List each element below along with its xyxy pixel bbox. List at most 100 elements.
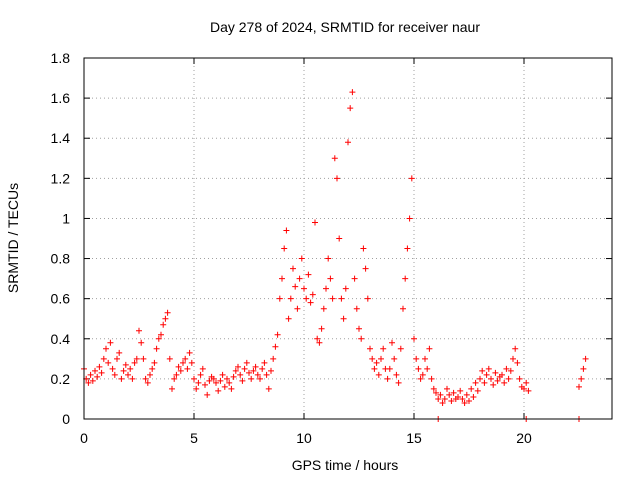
data-point — [375, 371, 382, 378]
data-point — [155, 335, 162, 342]
data-point — [177, 367, 184, 374]
data-point — [235, 363, 241, 370]
data-point — [175, 363, 182, 370]
data-point — [439, 399, 446, 406]
data-point — [257, 375, 263, 382]
data-point — [384, 375, 391, 382]
data-point — [369, 355, 376, 362]
data-point — [393, 371, 400, 378]
x-tick-label: 10 — [296, 430, 312, 446]
data-point — [114, 355, 120, 362]
data-point — [437, 391, 444, 398]
data-point — [248, 375, 255, 382]
data-point — [428, 375, 435, 382]
data-point — [252, 363, 259, 370]
data-point — [292, 283, 299, 290]
data-point — [318, 325, 325, 332]
data-point — [254, 371, 261, 378]
data-point — [327, 275, 334, 282]
data-point — [215, 387, 222, 394]
x-tick-label: 5 — [190, 430, 198, 446]
x-tick-label: 15 — [406, 430, 422, 446]
data-point — [142, 375, 149, 382]
data-point — [182, 355, 189, 362]
data-point — [298, 255, 305, 262]
data-point — [199, 365, 206, 372]
data-point — [499, 371, 505, 378]
data-point — [92, 367, 98, 374]
data-point — [250, 367, 257, 374]
data-point — [144, 379, 151, 386]
data-point — [578, 375, 585, 382]
axis-ticks: 0 0.2 0.4 0.6 0.8 1 1.2 1.4 1.6 1.8 0 5 10 15 20 — [51, 50, 612, 446]
data-point — [136, 327, 142, 334]
data-point — [98, 369, 105, 376]
data-point — [331, 155, 338, 162]
data-point — [490, 381, 497, 388]
data-point — [580, 365, 587, 372]
data-point — [430, 385, 437, 392]
data-point — [94, 373, 101, 380]
data-point — [276, 295, 283, 302]
data-point — [373, 359, 380, 366]
y-tick-label: 0.4 — [51, 331, 71, 347]
y-tick-label: 1.2 — [51, 170, 71, 186]
data-point — [232, 367, 239, 374]
data-point — [259, 365, 266, 372]
data-point — [380, 345, 387, 352]
data-point — [525, 387, 532, 394]
data-point — [336, 235, 343, 242]
data-point — [153, 345, 160, 352]
y-tick-label: 1.4 — [51, 130, 71, 146]
data-point — [158, 331, 164, 338]
data-point — [87, 371, 94, 378]
chart-title: Day 278 of 2024, SRMTID for receiver nau… — [210, 19, 480, 35]
data-point — [226, 379, 233, 386]
data-point — [408, 175, 415, 182]
data-point — [230, 373, 237, 380]
data-point — [166, 355, 173, 362]
data-point — [342, 285, 349, 292]
data-point — [202, 381, 208, 388]
data-point — [118, 375, 125, 382]
data-point — [263, 371, 270, 378]
data-point — [426, 345, 433, 352]
data-point — [210, 375, 217, 382]
data-point — [100, 355, 107, 362]
data-point — [402, 275, 409, 282]
data-point — [125, 371, 131, 378]
data-point — [140, 355, 147, 362]
data-point — [351, 275, 358, 282]
data-point — [419, 371, 426, 378]
data-point — [503, 365, 510, 372]
data-point — [103, 345, 109, 352]
data-point — [415, 365, 422, 372]
data-point — [340, 315, 347, 322]
data-point — [89, 377, 96, 384]
data-point — [362, 265, 369, 272]
data-point — [307, 299, 314, 306]
data-point — [347, 105, 354, 112]
data-point — [494, 377, 501, 384]
data-point — [345, 139, 351, 146]
data-point — [111, 371, 118, 378]
data-point — [483, 371, 490, 378]
data-point — [261, 359, 268, 366]
data-points — [81, 89, 589, 422]
data-point — [105, 359, 112, 366]
data-point — [389, 339, 395, 346]
data-point — [147, 371, 153, 378]
data-point — [303, 295, 310, 302]
y-tick-label: 0 — [62, 411, 70, 427]
data-point — [334, 175, 340, 182]
data-point — [459, 395, 466, 402]
data-point — [160, 321, 167, 328]
data-point — [477, 375, 483, 382]
data-point — [479, 367, 486, 374]
data-point — [228, 385, 235, 392]
data-point — [492, 369, 499, 376]
data-point — [270, 355, 277, 362]
data-point — [133, 355, 140, 362]
data-point — [463, 391, 470, 398]
